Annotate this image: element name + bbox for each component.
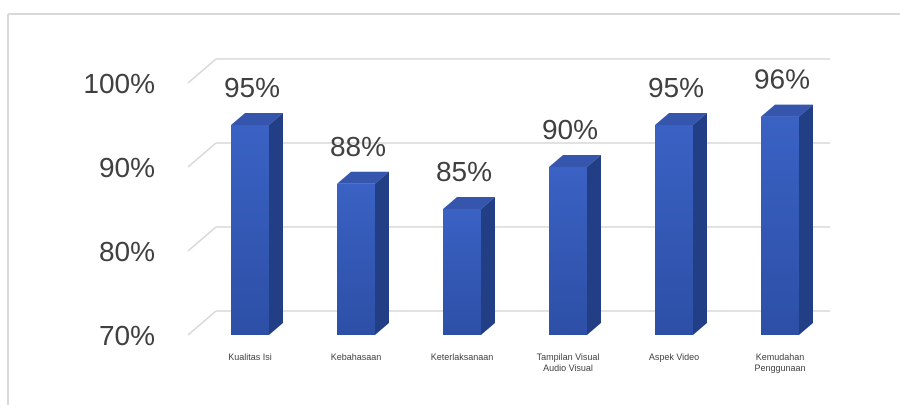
x-tick-label: Kemudahan Penggunaan — [754, 352, 805, 373]
data-labels: 95% 88% 85% 90% 95% 96% — [224, 64, 810, 187]
gridline — [187, 142, 830, 168]
data-label: 96% — [754, 64, 810, 95]
x-tick-label: Kualitas Isi — [228, 352, 272, 362]
bar — [337, 171, 389, 335]
bars — [231, 104, 813, 335]
data-label: 90% — [542, 114, 598, 145]
x-axis-tick-labels: Kualitas Isi Kebahasaan Keterlaksanaan Tamp… — [228, 352, 805, 373]
bar — [231, 113, 283, 335]
bar — [655, 113, 707, 335]
bar — [761, 104, 813, 335]
gridline — [187, 310, 830, 336]
y-tick-label: 100% — [83, 68, 155, 99]
x-tick-label: Kebahasaan — [331, 352, 382, 362]
x-tick-label: Aspek Video — [649, 352, 699, 362]
y-axis-tick-labels: 70% 80% 90% 100% — [83, 68, 155, 351]
y-tick-label: 70% — [99, 320, 155, 351]
gridlines — [187, 58, 830, 336]
data-label: 95% — [224, 72, 280, 103]
x-tick-label: Tampilan Visual Audio Visual — [537, 352, 600, 373]
data-label: 85% — [436, 156, 492, 187]
x-tick-label: Keterlaksanaan — [431, 352, 494, 362]
bar — [549, 155, 601, 335]
bar — [443, 197, 495, 335]
gridline — [187, 58, 830, 84]
data-label: 88% — [330, 131, 386, 162]
y-tick-label: 80% — [99, 236, 155, 267]
y-tick-label: 90% — [99, 152, 155, 183]
data-label: 95% — [648, 72, 704, 103]
gridline — [187, 226, 830, 252]
